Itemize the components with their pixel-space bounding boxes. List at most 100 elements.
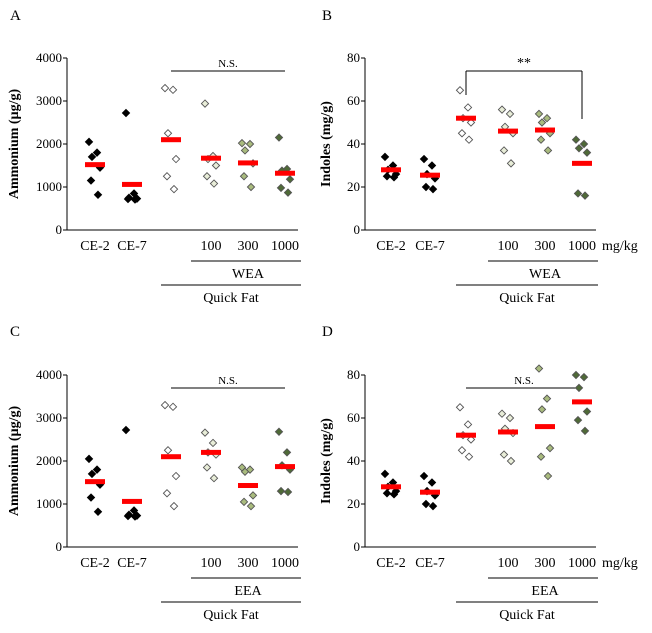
data-point — [571, 370, 581, 380]
data-point — [542, 113, 552, 123]
group-0 — [84, 454, 105, 516]
group-0 — [380, 469, 401, 499]
data-point — [274, 427, 284, 436]
mean-bar — [456, 432, 476, 438]
data-point — [419, 471, 429, 481]
data-point — [573, 415, 583, 425]
data-point — [534, 364, 544, 373]
y-axis-label: Ammonium (µg/g) — [7, 405, 22, 516]
data-point — [211, 161, 221, 170]
data-point — [537, 118, 547, 127]
data-point — [160, 83, 170, 93]
data-point — [582, 407, 592, 416]
data-point — [171, 471, 181, 481]
x-tick-label: 100 — [498, 556, 519, 571]
data-point — [121, 425, 131, 435]
group-5 — [571, 135, 592, 200]
diet-label: Quick Fat — [499, 291, 555, 306]
mean-bar — [238, 483, 258, 489]
panel-letter: C — [10, 324, 20, 340]
data-point — [202, 172, 212, 181]
group-2 — [160, 400, 181, 511]
y-tick-label: 60 — [347, 410, 360, 425]
group-0 — [380, 152, 401, 182]
data-point — [202, 463, 212, 472]
data-point — [169, 184, 179, 194]
y-tick-label: 20 — [347, 179, 360, 194]
data-point — [200, 428, 210, 437]
data-point — [123, 194, 133, 204]
data-point — [545, 443, 555, 453]
x-tick-label: 1000 — [568, 556, 596, 571]
y-tick-label: 40 — [347, 453, 360, 468]
significance-label: N.S. — [218, 375, 238, 387]
data-point — [92, 465, 102, 474]
group-4 — [237, 138, 258, 192]
group-5 — [274, 133, 295, 197]
x-tick-label: CE-7 — [117, 239, 147, 254]
data-point — [285, 175, 295, 184]
mean-bar — [498, 128, 518, 134]
data-point — [87, 152, 97, 162]
data-point — [93, 507, 103, 516]
data-point — [248, 491, 258, 500]
mean-bar — [201, 449, 221, 455]
data-point — [380, 152, 390, 162]
data-point — [168, 85, 178, 95]
group-5 — [571, 370, 592, 436]
x-unit-label: mg/kg — [602, 556, 638, 571]
data-point — [246, 182, 256, 192]
data-point — [171, 154, 181, 164]
data-point — [389, 173, 399, 182]
x-tick-label: 100 — [201, 556, 222, 571]
y-tick-label: 2000 — [36, 136, 62, 151]
group-label: WEA — [232, 267, 265, 282]
data-point — [543, 146, 553, 155]
x-tick-label: 100 — [498, 239, 519, 254]
mean-bar — [572, 160, 592, 166]
y-tick-label: 0 — [56, 539, 63, 554]
data-point — [163, 446, 173, 455]
data-point — [86, 176, 96, 185]
x-tick-label: 1000 — [271, 556, 299, 571]
group-1 — [419, 471, 440, 511]
significance-label: N.S. — [218, 58, 238, 70]
group-label: EEA — [531, 584, 559, 599]
data-point — [162, 489, 172, 498]
y-tick-label: 80 — [347, 367, 360, 382]
data-point — [239, 497, 249, 507]
panel-a: A 0 1000 2000 3000 4000 Ammonium (µg/g) CE-2 CE-… — [7, 8, 301, 306]
group-label: EEA — [234, 584, 262, 599]
data-point — [534, 109, 544, 119]
mean-bar — [381, 484, 401, 490]
diet-label: Quick Fat — [203, 291, 259, 306]
significance-label: N.S. — [514, 375, 534, 387]
data-point — [463, 420, 473, 429]
data-point — [283, 188, 293, 197]
data-point — [163, 129, 173, 138]
data-point — [419, 154, 429, 164]
data-point — [579, 139, 589, 149]
mean-bar — [201, 155, 221, 161]
panel-c: C 0 1000 2000 3000 4000 Ammonium (µg/g) CE-2 CE-… — [7, 324, 301, 623]
mean-bar — [122, 181, 142, 187]
x-tick-label: 300 — [535, 239, 556, 254]
y-axis-label: Indoles (mg/g) — [319, 101, 334, 187]
data-point — [499, 146, 509, 155]
data-point — [130, 195, 140, 204]
data-point — [382, 489, 392, 498]
x-tick-label: CE-7 — [117, 556, 147, 571]
mean-bar — [85, 479, 105, 485]
mean-bar — [535, 127, 555, 133]
data-point — [382, 172, 392, 181]
mean-bar — [161, 137, 181, 143]
group-5 — [274, 427, 295, 497]
data-point — [123, 511, 133, 521]
mean-bar — [572, 399, 592, 405]
group-3 — [200, 428, 221, 483]
x-tick-label: CE-2 — [80, 556, 110, 571]
data-point — [499, 450, 509, 459]
data-point — [574, 144, 584, 153]
data-point — [428, 184, 438, 194]
mean-bar — [275, 464, 295, 470]
